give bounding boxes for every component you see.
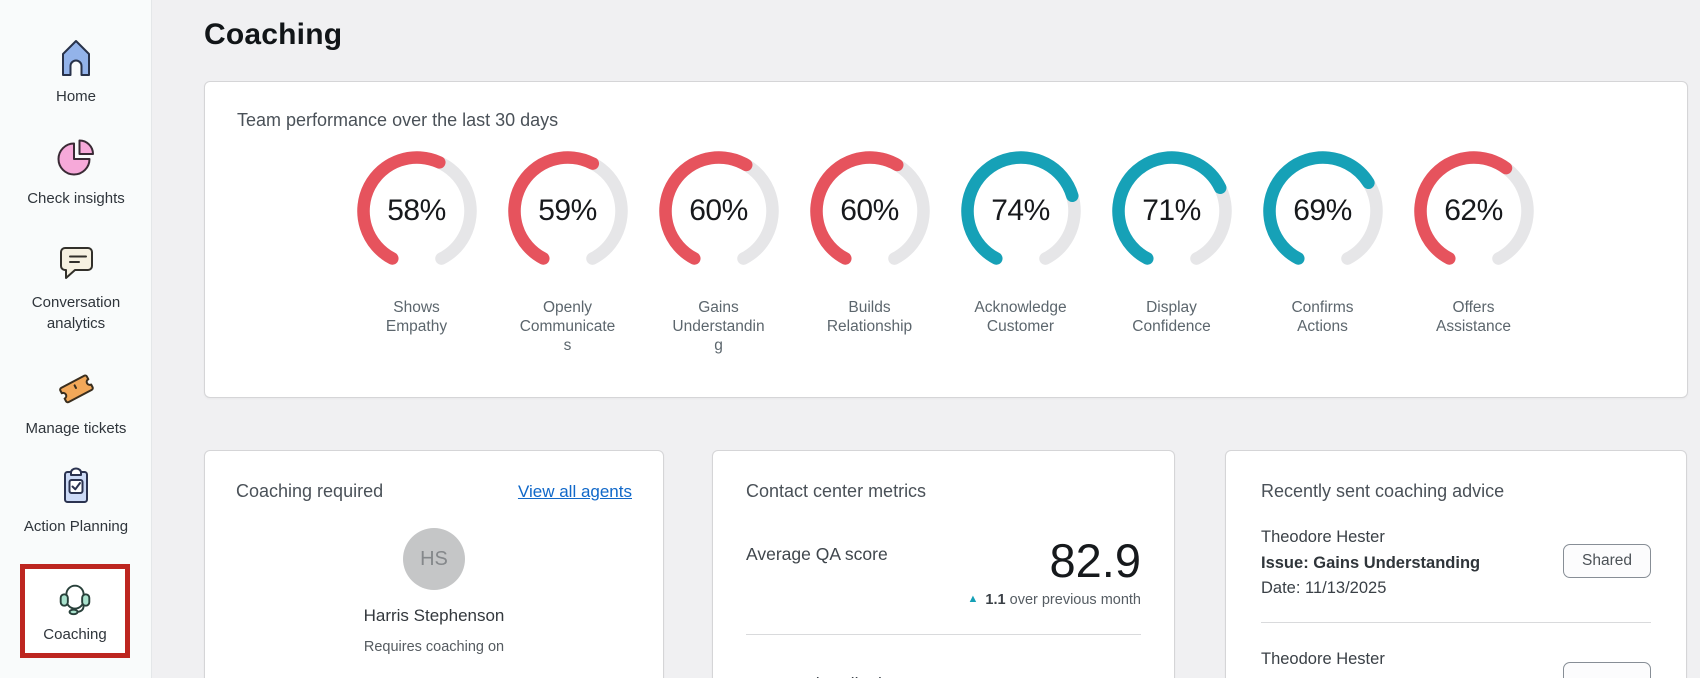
gauge-offers-assistance: 62% Offers Assistance xyxy=(1398,146,1549,355)
metric-label: Average QA score xyxy=(746,544,888,564)
gauge-label: Confirms Actions xyxy=(1291,299,1354,335)
gauge-display-confidence: 71% Display Confidence xyxy=(1096,146,1247,355)
gauge-label: Shows Empathy xyxy=(385,299,448,335)
gauge-label: Display Confidence xyxy=(1132,299,1211,335)
agent-note: Requires coaching on xyxy=(363,639,505,655)
shared-status-button[interactable]: Shared xyxy=(1563,544,1651,578)
sidebar-item-label: Conversation analytics xyxy=(31,294,121,332)
sidebar-item-label: Action Planning xyxy=(23,518,129,535)
advice-agent-name: Theodore Hester xyxy=(1261,650,1385,668)
gauge-ring xyxy=(356,151,477,271)
delta-suffix: over previous month xyxy=(1009,592,1141,609)
advice-entry: Theodore Hester xyxy=(1261,650,1651,678)
sidebar-item-home[interactable]: Home xyxy=(0,34,152,107)
metric-value: 82.9 xyxy=(1049,534,1141,587)
gauge-confirms-actions: 69% Confirms Actions xyxy=(1247,146,1398,355)
gauge-ring xyxy=(809,151,930,271)
sidebar-item-action-planning[interactable]: Action Planning xyxy=(0,464,152,537)
avatar: HS xyxy=(403,528,465,590)
metrics-title: Contact center metrics xyxy=(746,481,927,501)
metric-delta: ▲ 1.1 over previous month xyxy=(968,592,1142,608)
clipboard-check-icon xyxy=(64,467,88,503)
coaching-required-title: Coaching required xyxy=(236,481,384,501)
sidebar-item-label: Home xyxy=(55,88,96,105)
sidebar-item-check-insights[interactable]: Check insights xyxy=(0,136,152,209)
metric-row-handle-time: Average handle time No score calculated … xyxy=(746,666,1141,678)
agent-name: Harris Stephenson xyxy=(363,606,505,625)
divider xyxy=(1261,622,1651,623)
gauge-value: 60% xyxy=(840,194,899,227)
sidebar-item-manage-tickets[interactable]: Manage tickets xyxy=(0,366,152,439)
gauge-value: 74% xyxy=(991,194,1050,227)
team-performance-card: Team performance over the last 30 days 5… xyxy=(204,81,1688,398)
gauge-value: 60% xyxy=(689,194,748,227)
view-all-agents-link[interactable]: View all agents xyxy=(517,482,632,501)
gauge-acknowledge-customer: 74% Acknowledge Customer xyxy=(945,146,1096,355)
gauge-value: 69% xyxy=(1293,194,1352,227)
gauge-ring xyxy=(1413,151,1534,271)
headset-icon xyxy=(59,584,91,616)
gauge-builds-relationship: 60% Builds Relationship xyxy=(794,146,945,355)
divider xyxy=(746,634,1141,636)
sidebar: Home Check insights Conversation analyti… xyxy=(0,0,152,678)
gauge-label: Acknowledge Customer xyxy=(974,299,1067,335)
recent-advice-title: Recently sent coaching advice xyxy=(1261,481,1505,501)
gauge-ring xyxy=(658,151,779,271)
gauge-label: Gains Understandin g xyxy=(672,299,765,354)
gauge-shows-empathy: 58% Shows Empathy xyxy=(341,146,492,355)
gauge-ring xyxy=(1111,151,1232,271)
ticket-icon xyxy=(59,374,94,404)
gauge-ring xyxy=(1262,151,1383,271)
advice-date: Date: 11/13/2025 xyxy=(1261,579,1387,597)
sidebar-item-coaching-highlighted[interactable]: Coaching xyxy=(20,564,130,658)
recent-coaching-advice-card: Recently sent coaching advice Theodore H… xyxy=(1225,450,1687,678)
delta-value: 1.1 xyxy=(985,592,1006,609)
gauge-value: 62% xyxy=(1444,194,1503,227)
sidebar-item-label: Coaching xyxy=(43,626,107,643)
speech-bubble-icon xyxy=(60,247,93,279)
gauge-label: Openly Communicate s xyxy=(519,299,616,354)
gauge-value: 58% xyxy=(387,194,446,227)
gauge-ring xyxy=(507,151,628,271)
sidebar-item-label: Manage tickets xyxy=(25,420,127,437)
advice-entry: Theodore Hester Issue: Gains Understandi… xyxy=(1261,528,1651,598)
gauge-value: 59% xyxy=(538,194,597,227)
gauge-gains-understanding: 60% Gains Understandin g xyxy=(643,146,794,355)
gauge-label: Builds Relationship xyxy=(826,299,913,335)
gauge-value: 71% xyxy=(1142,194,1201,227)
gauges-row: 58% Shows Empathy 59% Openly Communicate s 60% G… xyxy=(341,146,1549,355)
gauge-openly-communicates: 59% Openly Communicate s xyxy=(492,146,643,355)
gauge-label: Offers Assistance xyxy=(1436,299,1511,335)
shared-status-button[interactable] xyxy=(1563,662,1651,678)
coaching-required-card: Coaching required View all agents HS Har… xyxy=(204,450,664,678)
contact-center-metrics-card: Contact center metrics Average QA score … xyxy=(712,450,1175,678)
page-title: Coaching xyxy=(204,18,343,51)
delta-up-icon: ▲ xyxy=(967,593,979,606)
sidebar-item-label: Check insights xyxy=(27,190,125,207)
metric-label: Average handle time xyxy=(746,666,906,678)
advice-issue: Issue: Gains Understanding xyxy=(1261,554,1481,572)
team-performance-title: Team performance over the last 30 days xyxy=(237,110,559,130)
pie-chart-icon xyxy=(57,139,94,176)
gauge-ring xyxy=(960,151,1081,271)
advice-agent-name: Theodore Hester xyxy=(1261,528,1385,546)
metric-row-qa-score: Average QA score 82.9 ▲ 1.1 over previou… xyxy=(746,534,1142,609)
home-icon xyxy=(62,40,90,76)
sidebar-item-conversation-analytics[interactable]: Conversation analytics xyxy=(0,240,152,334)
